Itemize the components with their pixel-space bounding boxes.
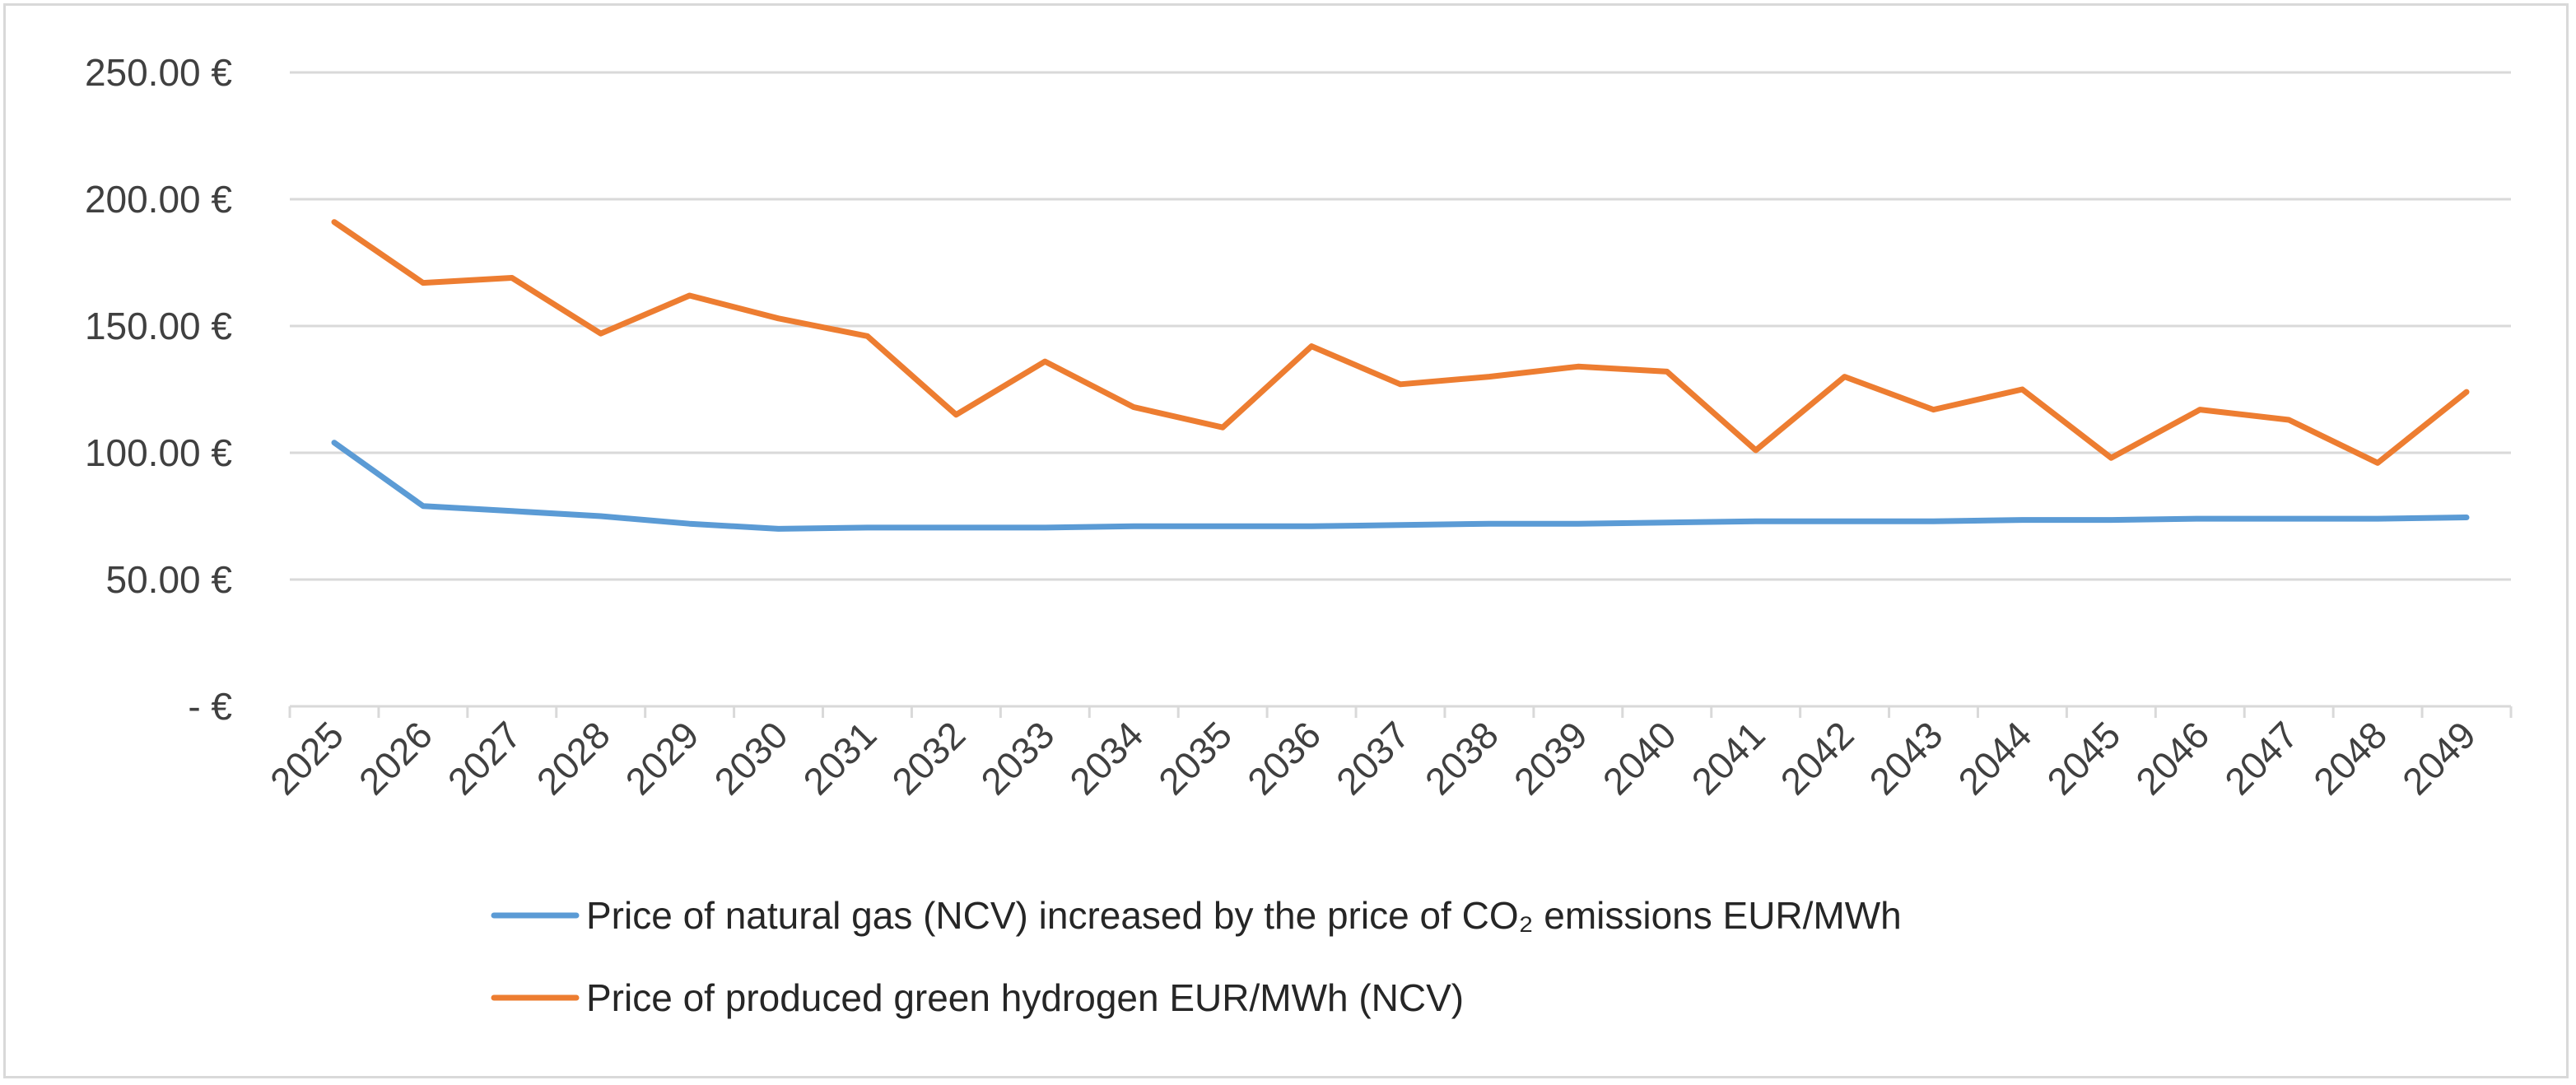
- x-tick-label: 2028: [529, 713, 618, 803]
- y-tick-label: 50.00 €: [106, 558, 232, 601]
- series-line-green-hydrogen: [331, 219, 2470, 466]
- x-tick-label: 2044: [1949, 713, 2039, 803]
- x-tick-label: 2047: [2216, 713, 2306, 803]
- x-tick-label: 2029: [617, 713, 707, 803]
- x-tick-label: 2040: [1595, 713, 1684, 803]
- legend-label: Price of natural gas (NCV) increased by …: [586, 894, 1902, 937]
- x-tick-label: 2026: [351, 713, 440, 803]
- x-tick-label: 2034: [1061, 713, 1151, 803]
- x-tick-label: 2036: [1239, 713, 1329, 803]
- x-tick-label: 2049: [2394, 713, 2484, 803]
- x-tick-label: 2031: [794, 713, 884, 803]
- x-tick-label: 2035: [1150, 713, 1240, 803]
- y-tick-label: - €: [188, 685, 232, 728]
- x-axis-labels: 2025202620272028202920302031203220332034…: [262, 713, 2484, 803]
- y-tick-label: 200.00 €: [85, 178, 232, 221]
- x-axis: [288, 705, 2513, 718]
- x-tick-label: 2038: [1417, 713, 1507, 803]
- y-tick-label: 100.00 €: [85, 431, 232, 474]
- x-tick-label: 2048: [2305, 713, 2395, 803]
- x-tick-label: 2032: [883, 713, 973, 803]
- legend: Price of natural gas (NCV) increased by …: [491, 894, 1902, 1019]
- x-tick-label: 2025: [262, 713, 352, 803]
- y-axis-labels: - € 50.00 € 100.00 € 150.00 € 200.00 € 250.00…: [85, 51, 232, 728]
- series-line-natural-gas: [331, 440, 2470, 532]
- gridlines: [290, 71, 2511, 581]
- x-tick-label: 2046: [2127, 713, 2217, 803]
- x-tick-label: 2027: [440, 713, 529, 803]
- series-lines: [331, 219, 2470, 532]
- x-tick-label: 2045: [2038, 713, 2128, 803]
- x-tick-label: 2037: [1328, 713, 1418, 803]
- legend-label: Price of produced green hydrogen EUR/MWh…: [586, 976, 1464, 1019]
- y-tick-label: 150.00 €: [85, 305, 232, 347]
- x-tick-label: 2030: [706, 713, 795, 803]
- x-tick-label: 2042: [1772, 713, 1862, 803]
- x-tick-label: 2039: [1506, 713, 1595, 803]
- x-tick-label: 2043: [1861, 713, 1950, 803]
- x-tick-label: 2041: [1684, 713, 1773, 803]
- x-tick-label: 2033: [972, 713, 1062, 803]
- chart-frame: [3, 3, 2569, 1078]
- y-tick-label: 250.00 €: [85, 51, 232, 94]
